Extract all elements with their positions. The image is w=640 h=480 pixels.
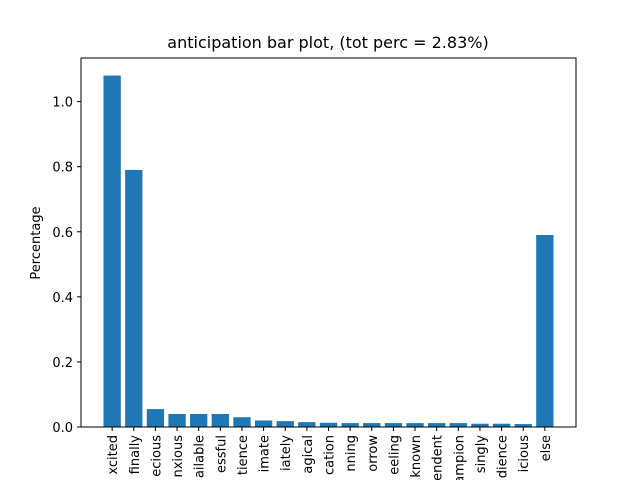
y-tick-label: 0.4: [52, 291, 73, 306]
x-tick-label: else: [539, 435, 554, 461]
plot-frame: [80, 57, 577, 428]
x-tick-label: ecious: [149, 435, 164, 477]
x-tick-label: ailable: [193, 435, 208, 478]
bar: [298, 422, 316, 427]
bar: [168, 413, 186, 427]
bar: [449, 423, 467, 427]
bar: [319, 422, 338, 427]
bar: [363, 423, 381, 427]
x-tick-label: ampion: [452, 435, 467, 480]
x-tick-label: agical: [301, 435, 316, 474]
bar: [146, 409, 165, 427]
x-tick-label: nxious: [171, 435, 186, 478]
x-tick-label: eeling: [387, 435, 402, 475]
x-tick-label: tience: [236, 435, 251, 475]
x-tick-label: iately: [279, 435, 294, 471]
bar: [492, 423, 511, 427]
bar: [254, 420, 273, 427]
x-tick-label: cation: [323, 435, 338, 475]
y-tick-label: 1.0: [52, 96, 73, 111]
x-tick-label: imate: [258, 435, 273, 472]
x-tick-label: finally: [128, 435, 143, 475]
x-tick-label: endent: [431, 435, 446, 480]
bar: [125, 169, 143, 427]
x-tick-label: xcited: [106, 435, 121, 475]
bar: [233, 417, 251, 427]
bar: [471, 423, 489, 427]
x-tick-label: dience: [496, 435, 511, 478]
bar: [341, 423, 359, 427]
chart-title: anticipation bar plot, (tot perc = 2.83%…: [167, 33, 488, 52]
x-tick-label: nning: [344, 435, 359, 472]
x-tick-label: known: [409, 435, 424, 478]
bar: [406, 423, 424, 427]
y-tick-label: 0.2: [52, 356, 73, 371]
x-tick-label: orrow: [366, 435, 381, 472]
x-tick-label: singly: [474, 435, 489, 473]
y-tick-label: 0.6: [52, 226, 73, 241]
bar: [211, 413, 229, 427]
x-tick-label: icious: [517, 435, 532, 473]
bar: [536, 235, 554, 427]
y-axis-label: Percentage: [29, 206, 44, 279]
bar: [103, 75, 121, 428]
y-tick-label: 0.8: [52, 161, 73, 176]
y-tick-label: 0.0: [52, 421, 73, 436]
bar: [276, 421, 294, 427]
x-tick-label: essful: [214, 435, 229, 473]
bar: [514, 424, 532, 427]
bar: [428, 423, 446, 427]
bar: [384, 423, 403, 427]
bar: [190, 413, 208, 427]
